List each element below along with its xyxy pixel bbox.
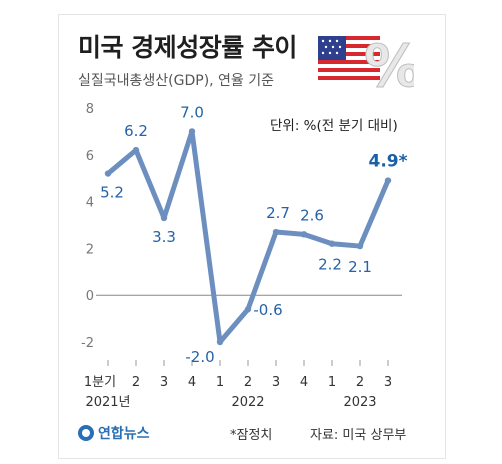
us-flag-icon	[318, 36, 380, 84]
y-tick-label: 4	[86, 196, 94, 211]
unit-note: 단위: %(전 분기 대비)	[270, 118, 398, 134]
data-point	[272, 228, 280, 236]
data-point	[104, 170, 112, 177]
footnote: *잠정치	[230, 428, 273, 443]
data-label: -0.6	[253, 301, 282, 319]
us-flag-percent-icon: %	[318, 32, 423, 101]
percent-sign-icon: %	[364, 32, 423, 101]
x-tick-label: 4	[188, 375, 196, 390]
page-title: 미국 경제성장률 추이	[78, 33, 297, 62]
year-label: 2022	[231, 395, 264, 410]
data-label: 5.2	[100, 184, 124, 202]
x-tick-label: 4	[300, 375, 308, 390]
x-tick-label: 1분기	[84, 375, 116, 390]
data-label: 7.0	[180, 103, 204, 121]
data-label: 6.2	[124, 122, 148, 140]
chart-subtitle: 실질국내총생산(GDP), 연율 기준	[78, 73, 275, 89]
y-tick-label: 8	[86, 102, 94, 117]
x-tick-label: 2	[244, 375, 252, 390]
year-label: 2021년	[85, 395, 130, 410]
data-point	[300, 231, 308, 238]
x-tick-label: 1	[216, 375, 224, 390]
y-tick-label: -2	[81, 336, 94, 351]
yonhap-logo: 연합뉴스	[78, 423, 150, 443]
data-label: 2.2	[318, 256, 342, 274]
year-label: 2023	[343, 395, 376, 410]
svg-text:%: %	[364, 36, 414, 92]
data-point	[160, 214, 168, 222]
data-point	[356, 242, 364, 250]
chart-card	[58, 14, 446, 459]
data-label: 2.1	[348, 258, 372, 276]
data-point	[216, 338, 224, 346]
x-tick-label: 3	[384, 375, 392, 390]
data-point	[244, 306, 252, 313]
data-point	[384, 177, 392, 184]
x-tick-label: 3	[160, 375, 168, 390]
y-tick-label: 2	[86, 242, 94, 257]
yonhap-logo-icon	[78, 425, 94, 441]
data-label: -2.0	[185, 348, 214, 366]
x-tick-label: 1	[328, 375, 336, 390]
x-tick-label: 2	[356, 375, 364, 390]
x-tick-label: 3	[272, 375, 280, 390]
x-tick-label: 2	[132, 375, 140, 390]
data-label: 3.3	[152, 228, 176, 246]
data-point	[328, 240, 336, 247]
data-label: 2.6	[300, 206, 324, 224]
y-tick-label: 6	[86, 149, 94, 164]
data-label: 4.9*	[368, 152, 407, 172]
source-note: 자료: 미국 상무부	[310, 428, 407, 443]
y-tick-label: 0	[86, 289, 94, 304]
data-point	[188, 128, 196, 135]
data-point	[132, 146, 140, 154]
logo-text: 연합뉴스	[98, 426, 150, 442]
data-label: 2.7	[266, 204, 290, 222]
